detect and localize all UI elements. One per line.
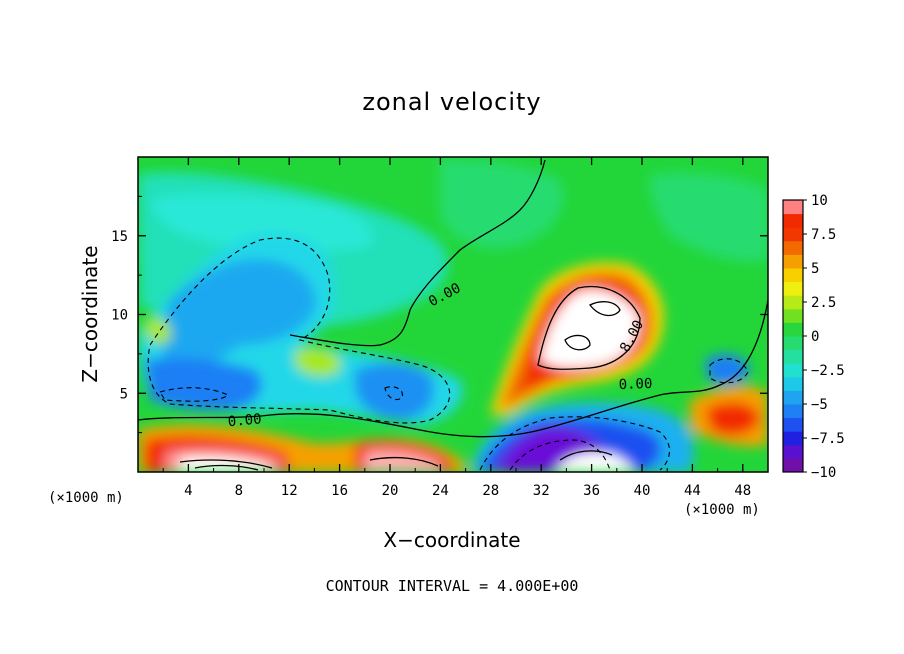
colorbar-segment [783, 336, 803, 351]
colorbar-tick-label: 10 [811, 193, 828, 209]
colorbar-segment [783, 390, 803, 405]
colorbar-tick-label: −10 [811, 465, 836, 481]
heatmap-field [138, 157, 768, 472]
x-unit-note-left: (×1000 m) [48, 490, 124, 506]
y-tick-label: 10 [111, 308, 128, 324]
colorbar-segment [783, 404, 803, 419]
colorbar: 10 7.5 5 2.5 0 −2.5 −5 −7.5 −10 [782, 193, 845, 481]
colorbar-tick-label: 0 [811, 329, 819, 345]
colorbar-tick-label: −7.5 [811, 431, 845, 447]
colorbar-segment [783, 213, 803, 228]
x-axis-label: X−coordinate [383, 528, 521, 552]
contour-label: 0.00 [227, 411, 262, 430]
colorbar-segment [783, 254, 803, 269]
colorbar-segment [783, 308, 803, 323]
colorbar-segment [783, 295, 803, 310]
x-unit-note-right: (×1000 m) [684, 502, 760, 518]
x-tick-label: 44 [684, 483, 701, 499]
colorbar-segment [783, 200, 803, 215]
colorbar-segment [783, 444, 803, 459]
colorbar-tick-label: −2.5 [811, 363, 845, 379]
colorbar-segment [783, 417, 803, 432]
contour-interval-note: CONTOUR INTERVAL = 4.000E+00 [325, 577, 579, 595]
x-tick-label: 28 [482, 483, 499, 499]
x-tick-label: 4 [184, 483, 192, 499]
colorbar-tick-label: 5 [811, 261, 819, 277]
colorbar-segment [783, 458, 803, 473]
x-tick-label: 36 [583, 483, 600, 499]
x-tick-label: 12 [281, 483, 298, 499]
colorbar-tick-label: 7.5 [811, 227, 836, 243]
colorbar-segment [783, 268, 803, 283]
colorbar-segment [783, 281, 803, 296]
x-tick-label: 40 [634, 483, 651, 499]
x-tick-label: 16 [331, 483, 348, 499]
x-tick-label: 20 [382, 483, 399, 499]
x-tick-label: 48 [734, 483, 751, 499]
colorbar-segment [783, 240, 803, 255]
contour-label: 0.00 [618, 376, 652, 393]
chart-title: zonal velocity [362, 88, 542, 116]
colorbar-segment [783, 363, 803, 378]
colorbar-segment [783, 431, 803, 446]
colorbar-segment [783, 322, 803, 337]
colorbar-tick-label: 2.5 [811, 295, 836, 311]
colorbar-segment [783, 349, 803, 364]
x-tick-label: 24 [432, 483, 449, 499]
colorbar-segment [783, 376, 803, 391]
y-tick-label: 15 [111, 229, 128, 245]
colorbar-segment [783, 227, 803, 242]
y-tick-label: 5 [120, 386, 128, 402]
x-tick-label: 32 [533, 483, 550, 499]
x-tick-label: 8 [235, 483, 243, 499]
colorbar-tick-label: −5 [811, 397, 828, 413]
